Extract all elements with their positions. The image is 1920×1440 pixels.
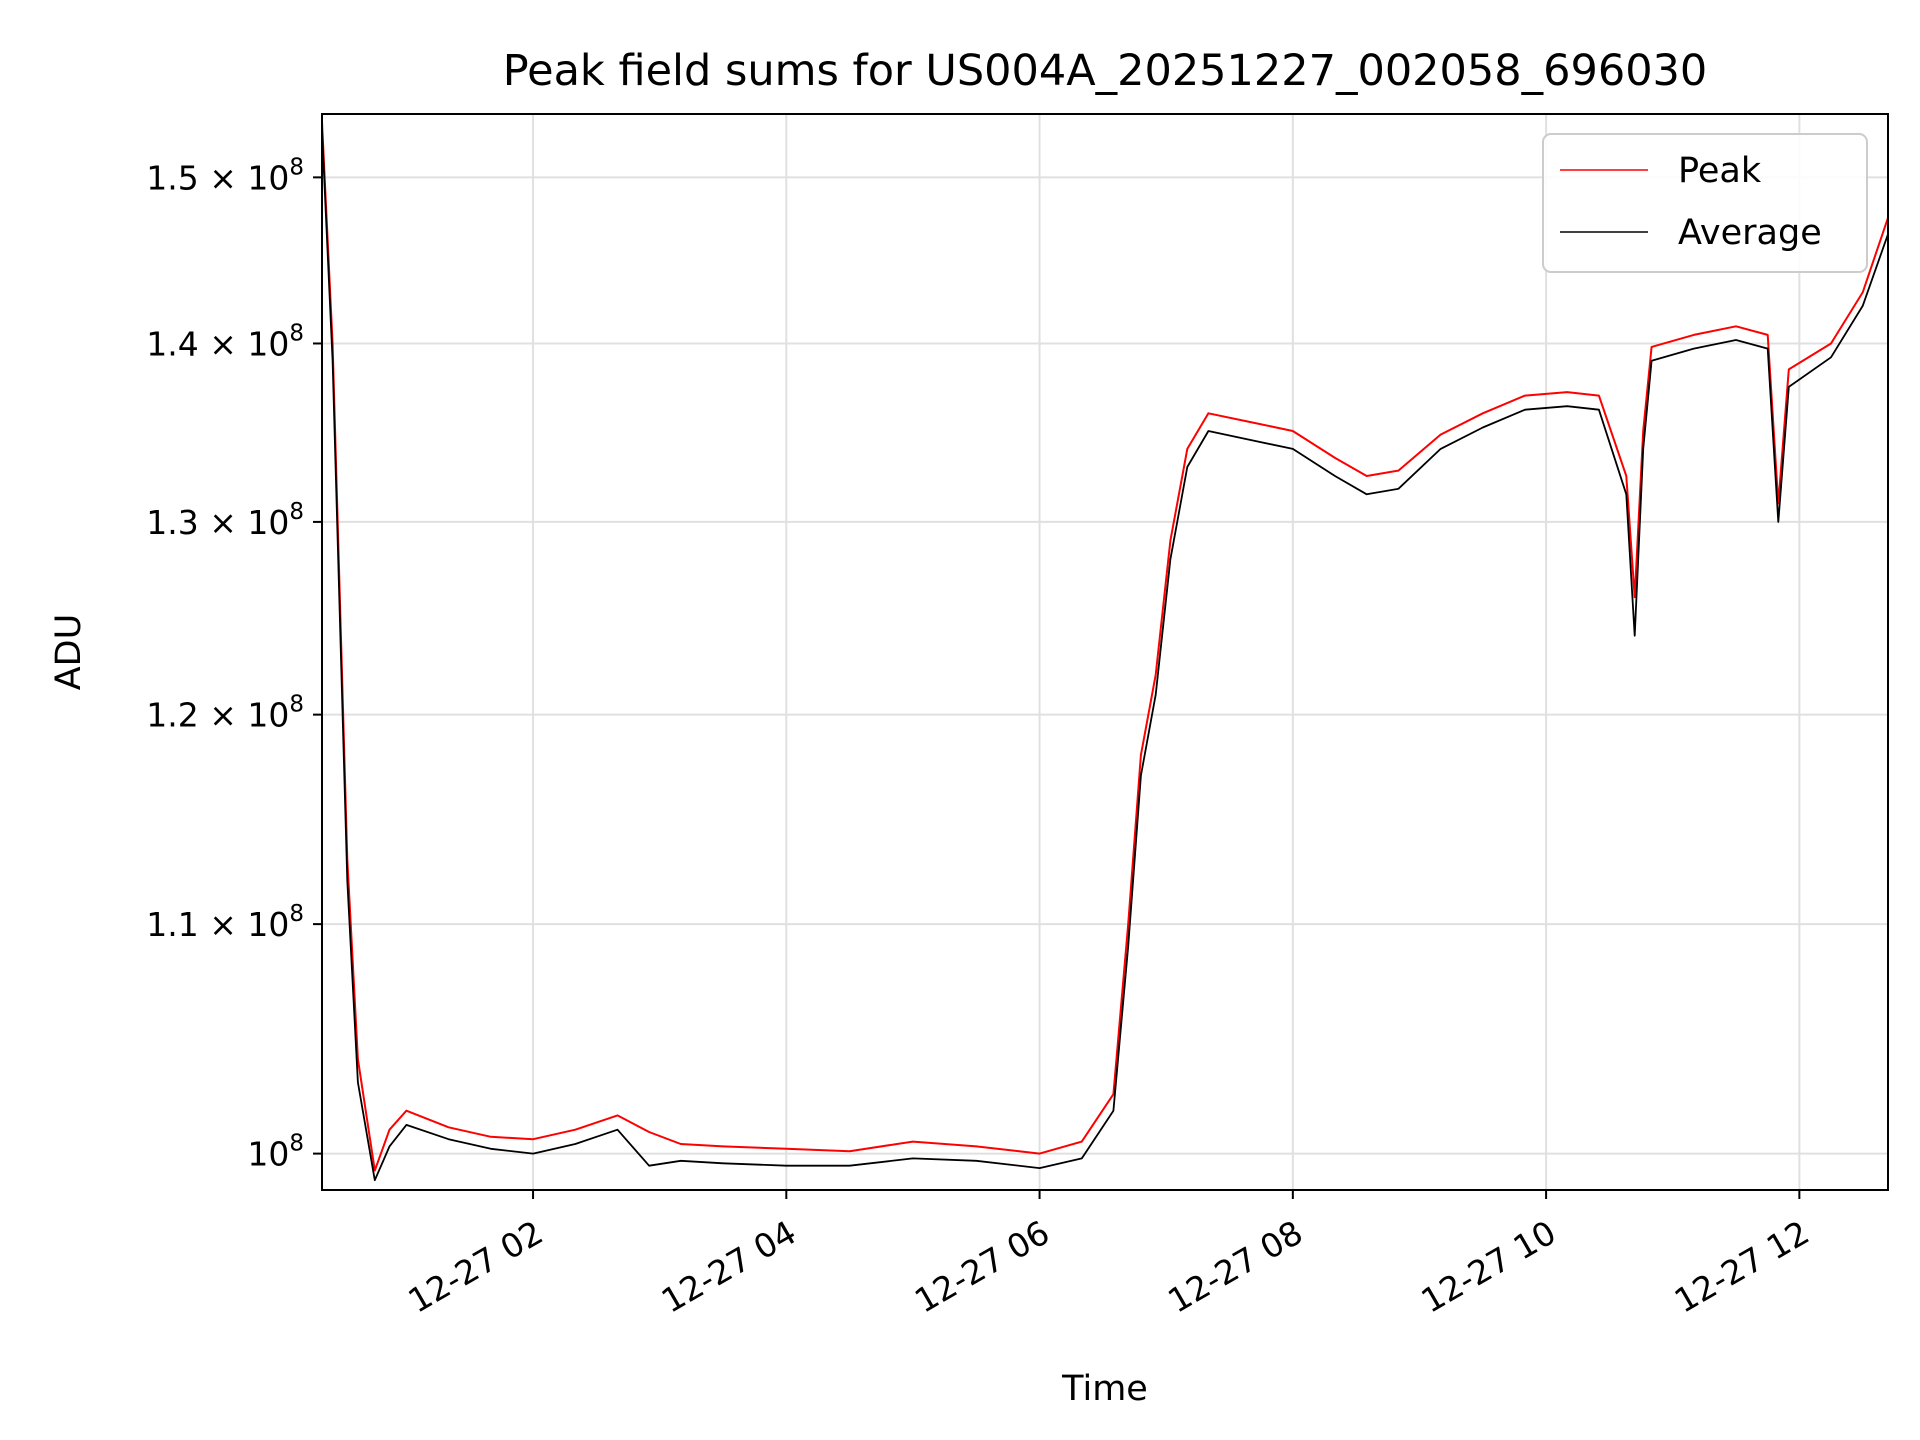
y-tick-label: 1.5 × 108: [146, 154, 304, 197]
chart-title: Peak field sums for US004A_20251227_0020…: [503, 46, 1708, 96]
series-line-peak: [322, 121, 1888, 1172]
y-tick-label: 1.3 × 108: [146, 499, 304, 542]
legend-label-average: Average: [1678, 213, 1822, 253]
y-tick-label: 1.1 × 108: [146, 901, 304, 944]
series-layer: [322, 121, 1888, 1182]
y-tick-label: 1.2 × 108: [146, 692, 304, 735]
y-tick-label: 108: [247, 1131, 304, 1174]
legend-box: [1542, 133, 1868, 273]
y-axis: 108 1.1 × 108 1.2 × 108 1.3 × 108 1.4 × 108 1…: [146, 154, 322, 1174]
legend-label-peak: Peak: [1678, 151, 1762, 191]
grid: [322, 114, 1888, 1190]
series-line-average: [322, 129, 1888, 1182]
x-axis-label: Time: [1061, 1369, 1148, 1409]
legend: Peak Average: [1542, 133, 1868, 273]
y-tick-label: 1.4 × 108: [146, 320, 304, 363]
y-axis-label: ADU: [49, 614, 89, 691]
plot-frame: [321, 113, 1889, 1191]
